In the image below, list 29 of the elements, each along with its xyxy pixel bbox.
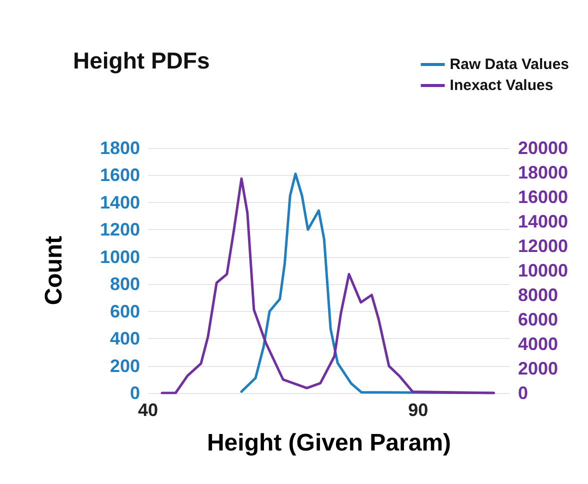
y-axis-title: Count bbox=[40, 236, 68, 306]
y2-tick-label: 6000 bbox=[518, 310, 558, 330]
line-series bbox=[160, 177, 496, 394]
y2-tick-label: 20000 bbox=[518, 138, 568, 158]
y-tick-label: 1400 bbox=[100, 192, 140, 212]
y2-tick-label: 18000 bbox=[518, 162, 568, 182]
y-tick-label: 0 bbox=[130, 383, 140, 403]
y2-tick-label: 0 bbox=[518, 383, 528, 403]
y-tick-label: 400 bbox=[110, 328, 140, 349]
y-tick-label: 600 bbox=[110, 301, 140, 322]
y2-tick-label: 10000 bbox=[518, 260, 568, 280]
y2-tick-label: 4000 bbox=[518, 334, 558, 354]
y-tick-label: 1600 bbox=[100, 165, 140, 186]
x-tick-label: 90 bbox=[408, 400, 428, 420]
y2-tick-label: 2000 bbox=[518, 358, 558, 378]
y-tick-label: 1800 bbox=[100, 138, 140, 158]
y-tick-label: 800 bbox=[110, 274, 140, 294]
y-tick-label: 1000 bbox=[100, 246, 140, 267]
legend-label: Inexact Values bbox=[450, 77, 554, 94]
chart-title: Height PDFs bbox=[73, 48, 210, 74]
y-tick-label: 1200 bbox=[100, 220, 140, 240]
legend-label: Raw Data Values bbox=[450, 56, 570, 73]
y2-tick-label: 14000 bbox=[518, 212, 568, 232]
y-tick-label: 200 bbox=[110, 356, 140, 376]
x-tick-label: 40 bbox=[138, 400, 158, 420]
y2-tick-label: 8000 bbox=[518, 285, 558, 305]
y2-tick-label: 12000 bbox=[518, 236, 568, 256]
x-axis-title: Height (Given Param) bbox=[206, 430, 452, 456]
y2-tick-label: 16000 bbox=[518, 187, 568, 207]
